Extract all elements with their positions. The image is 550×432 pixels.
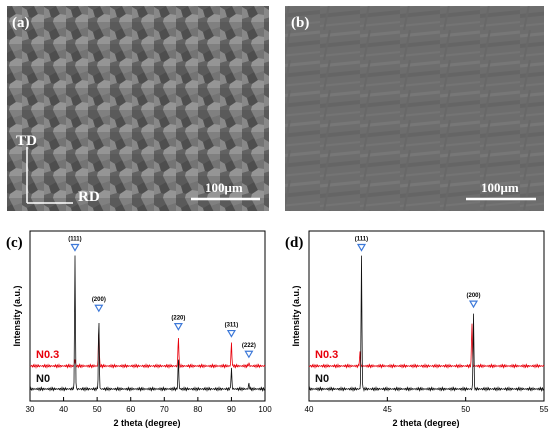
x-tick-label: 50 (461, 405, 470, 414)
legend-label-n0: N0 (315, 373, 329, 385)
x-tick-label: 50 (93, 405, 102, 414)
plot-frame-d (308, 230, 545, 402)
peak-marker-icon (173, 323, 183, 331)
plot-frame-c (29, 230, 266, 402)
micrograph-b: (b) 100μm (285, 6, 544, 211)
x-tick-label: 60 (126, 405, 135, 414)
series-line-n03 (29, 331, 266, 370)
peak-label: (111) (355, 237, 368, 243)
legend-label-n0: N0 (36, 373, 50, 385)
x-tick-label: 70 (160, 405, 169, 414)
micrograph-a: (a) TD RD 100μm (7, 6, 269, 211)
xlabel-c: 2 theta (degree) (113, 418, 180, 428)
xlabel-d: 2 theta (degree) (392, 418, 459, 428)
panel-label-c: (c) (6, 235, 23, 251)
peak-label: (200) (466, 293, 480, 299)
td-axis-label: TD (16, 133, 37, 149)
peak-label: (111) (68, 237, 81, 243)
peak-marker-icon (244, 350, 254, 359)
micrograph-b-image (285, 6, 544, 211)
x-tick-label: 55 (540, 405, 549, 414)
legend-label-n03: N0.3 (36, 349, 59, 361)
x-tick-label: 40 (305, 405, 314, 414)
series-group-d: N0.3 N0 (308, 255, 545, 393)
x-tick-label: 40 (59, 405, 68, 414)
series-line-n0 (308, 255, 545, 393)
scale-bar-label-b: 100μm (481, 180, 519, 195)
x-ticks-c: 30 40 50 60 70 80 90 100 (26, 397, 272, 414)
peak-marker-icon (468, 300, 479, 309)
series-group-c: N0.3 N0 (29, 255, 266, 393)
series-line-n0 (29, 255, 266, 393)
rd-axis-label: RD (78, 189, 100, 205)
panel-label-a: (a) (12, 15, 30, 31)
ylabel-d: Intensity (a.u.) (291, 285, 301, 346)
chart-c: (c) 30 40 50 60 70 80 90 100 N0.3N0 (111)(200)(… (6, 230, 272, 428)
annotations-d: (111) (200) (355, 237, 481, 309)
x-tick-label: 100 (258, 405, 272, 414)
panel-label-b: (b) (291, 15, 309, 31)
peak-marker-icon (94, 304, 104, 313)
peak-label: (222) (242, 343, 256, 349)
annotations-c: (111) (200) (220) (311) (222) (68, 237, 256, 359)
panel-label-d: (d) (285, 235, 303, 251)
x-tick-label: 80 (193, 405, 202, 414)
x-tick-label: 30 (26, 405, 35, 414)
micrograph-a-image (7, 6, 269, 211)
peak-marker-icon (226, 329, 236, 338)
chart-d: (d) 40 45 50 55 N0.3 N0 (111) (200) 2 theta (… (285, 230, 549, 428)
peak-label: (311) (225, 323, 239, 329)
peak-label: (200) (92, 297, 106, 303)
x-ticks-d: 40 45 50 55 (305, 397, 549, 414)
peak-marker-icon (70, 243, 80, 252)
x-tick-label: 45 (383, 405, 392, 414)
scale-bar-label-a: 100μm (205, 180, 243, 195)
peak-label: (220) (171, 316, 185, 322)
series-line-n03 (308, 323, 545, 370)
x-tick-label: 90 (227, 405, 236, 414)
peak-marker-icon (356, 243, 367, 252)
ylabel-c: Intensity (a.u.) (12, 285, 22, 346)
legend-label-n03: N0.3 (315, 349, 338, 361)
